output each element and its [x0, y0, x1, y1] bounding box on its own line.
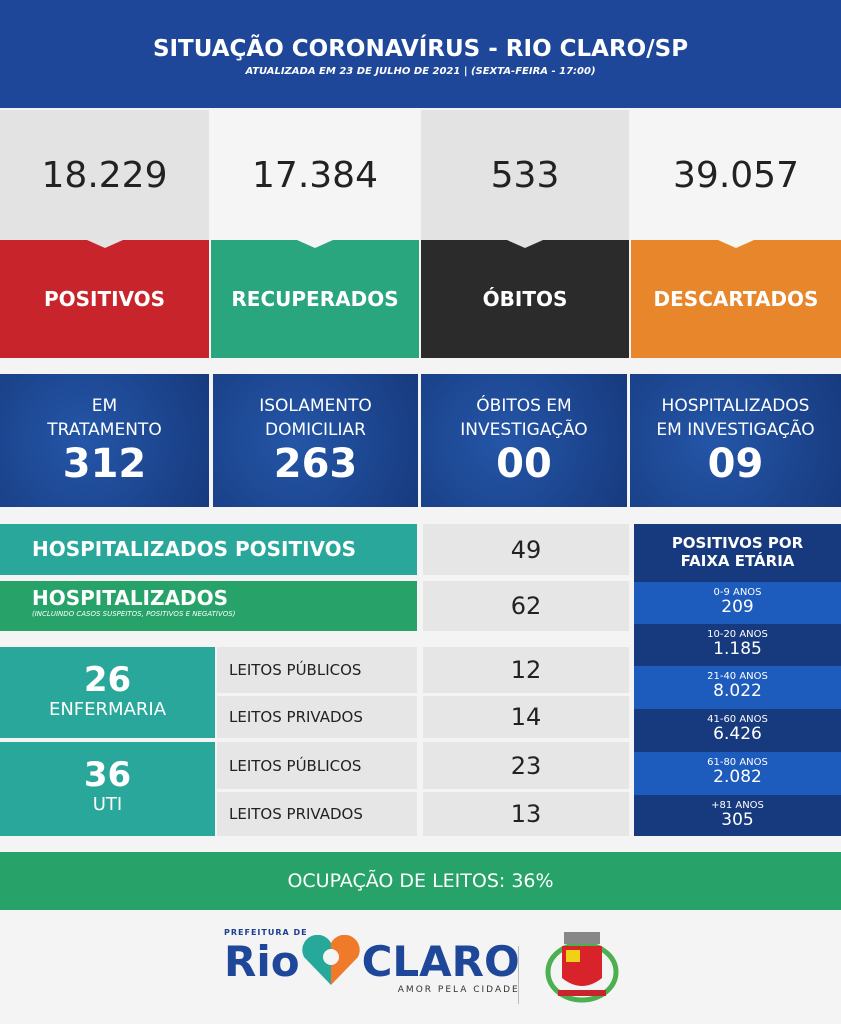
- heart-pin-icon: [301, 935, 360, 985]
- age-group-row: +81 ANOS 305: [634, 795, 841, 836]
- status-label: TRATAMENTO: [47, 420, 162, 440]
- card-value: 18.229: [0, 110, 209, 240]
- enfermaria-total: 26: [83, 660, 132, 700]
- hosp-positivos-label: HOSPITALIZADOS POSITIVOS: [0, 524, 417, 575]
- age-value: 6.426: [713, 724, 762, 744]
- age-range: +81 ANOS: [711, 800, 764, 811]
- logo-claro: CLARO: [361, 936, 520, 986]
- update-subtitle: ATUALIZADA EM 23 DE JULHO DE 2021 | (SEX…: [245, 66, 596, 77]
- card-value: 17.384: [211, 110, 419, 240]
- hospitalizados-note: (INCLUINDO CASOS SUSPEITOS, POSITIVOS E …: [32, 610, 236, 618]
- status-label: HOSPITALIZADOS: [661, 396, 810, 416]
- age-range: 21-40 ANOS: [707, 671, 768, 682]
- faixa-title: POSITIVOS POR FAIXA ETÁRIA: [634, 524, 841, 582]
- card-value: 533: [421, 110, 629, 240]
- age-group-row: 0-9 ANOS 209: [634, 582, 841, 624]
- logo-rio: Rio: [224, 936, 300, 986]
- logo-slogan: AMOR PELA CIDADE: [397, 985, 520, 995]
- card-value: 39.057: [631, 110, 841, 240]
- status-label: EM INVESTIGAÇÃO: [656, 420, 815, 440]
- enfermaria-label: ENFERMARIA: [48, 699, 167, 720]
- card-descartados: 39.057 DESCARTADOS: [631, 110, 841, 358]
- coat-of-arms-icon: [545, 932, 619, 1003]
- hospitalizados-value: 62: [423, 581, 629, 631]
- prefeitura-logo: PREFEITURA DE Rio CLARO AMOR PELA CIDADE: [224, 928, 520, 995]
- enfermaria-publicos-label: LEITOS PÚBLICOS: [217, 647, 417, 693]
- age-group-row: 10-20 ANOS 1.185: [634, 624, 841, 666]
- age-value: 8.022: [713, 681, 762, 701]
- status-label: DOMICILIAR: [265, 420, 366, 440]
- status-em-tratamento: EM TRATAMENTO 312: [0, 374, 209, 507]
- status-value: 263: [273, 441, 358, 487]
- card-label: ÓBITOS: [421, 240, 629, 358]
- status-label: INVESTIGAÇÃO: [460, 420, 588, 440]
- hospitalizados-label: HOSPITALIZADOS: [32, 586, 228, 610]
- status-value: 09: [707, 441, 764, 487]
- age-group-row: 61-80 ANOS 2.082: [634, 752, 841, 795]
- card-recuperados: 17.384 RECUPERADOS: [211, 110, 419, 358]
- enfermaria-privados-label: LEITOS PRIVADOS: [217, 696, 417, 738]
- uti-block: 36 UTI: [0, 742, 215, 836]
- status-isolamento: ISOLAMENTO DOMICILIAR 263: [213, 374, 418, 507]
- age-range: 10-20 ANOS: [707, 629, 768, 640]
- ocupacao-leitos: OCUPAÇÃO DE LEITOS: 36%: [0, 852, 841, 910]
- status-value: 312: [62, 441, 147, 487]
- age-value: 305: [721, 810, 754, 830]
- uti-total: 36: [83, 755, 132, 795]
- faixa-title-line: FAIXA ETÁRIA: [680, 552, 795, 570]
- status-value: 00: [496, 441, 552, 487]
- status-label: ÓBITOS EM: [476, 396, 572, 416]
- age-group-row: 21-40 ANOS 8.022: [634, 666, 841, 709]
- age-group-row: 41-60 ANOS 6.426: [634, 709, 841, 752]
- status-label: EM: [91, 396, 118, 416]
- uti-publicos-value: 23: [423, 742, 629, 789]
- age-range: 0-9 ANOS: [713, 587, 762, 598]
- enfermaria-block: 26 ENFERMARIA: [0, 647, 215, 738]
- card-label: RECUPERADOS: [211, 240, 419, 358]
- faixa-title-line: POSITIVOS POR: [671, 534, 804, 552]
- uti-privados-label: LEITOS PRIVADOS: [217, 792, 417, 836]
- card-label: POSITIVOS: [0, 240, 209, 358]
- card-obitos: 533 ÓBITOS: [421, 110, 629, 358]
- enfermaria-privados-value: 14: [423, 696, 629, 738]
- footer-divider: [518, 946, 519, 1004]
- status-label: ISOLAMENTO: [259, 396, 372, 416]
- status-obitos-investigacao: ÓBITOS EM INVESTIGAÇÃO 00: [421, 374, 627, 507]
- uti-publicos-label: LEITOS PÚBLICOS: [217, 742, 417, 789]
- enfermaria-publicos-value: 12: [423, 647, 629, 693]
- card-label: DESCARTADOS: [631, 240, 841, 358]
- uti-label: UTI: [92, 794, 123, 815]
- age-value: 209: [721, 597, 754, 617]
- uti-privados-value: 13: [423, 792, 629, 836]
- age-range: 61-80 ANOS: [707, 757, 768, 768]
- hosp-positivos-value: 49: [423, 524, 629, 575]
- age-value: 1.185: [713, 639, 762, 659]
- logo-prefeitura: PREFEITURA DE: [224, 928, 308, 937]
- page-title: SITUAÇÃO CORONAVÍRUS - RIO CLARO/SP: [152, 36, 689, 62]
- hospitalizados-block: HOSPITALIZADOS (INCLUINDO CASOS SUSPEITO…: [0, 581, 417, 631]
- age-range: 41-60 ANOS: [707, 714, 768, 725]
- status-hospitalizados-investigacao: HOSPITALIZADOS EM INVESTIGAÇÃO 09: [630, 374, 841, 507]
- card-positivos: 18.229 POSITIVOS: [0, 110, 209, 358]
- header: SITUAÇÃO CORONAVÍRUS - RIO CLARO/SP ATUA…: [0, 0, 841, 108]
- age-value: 2.082: [713, 767, 762, 787]
